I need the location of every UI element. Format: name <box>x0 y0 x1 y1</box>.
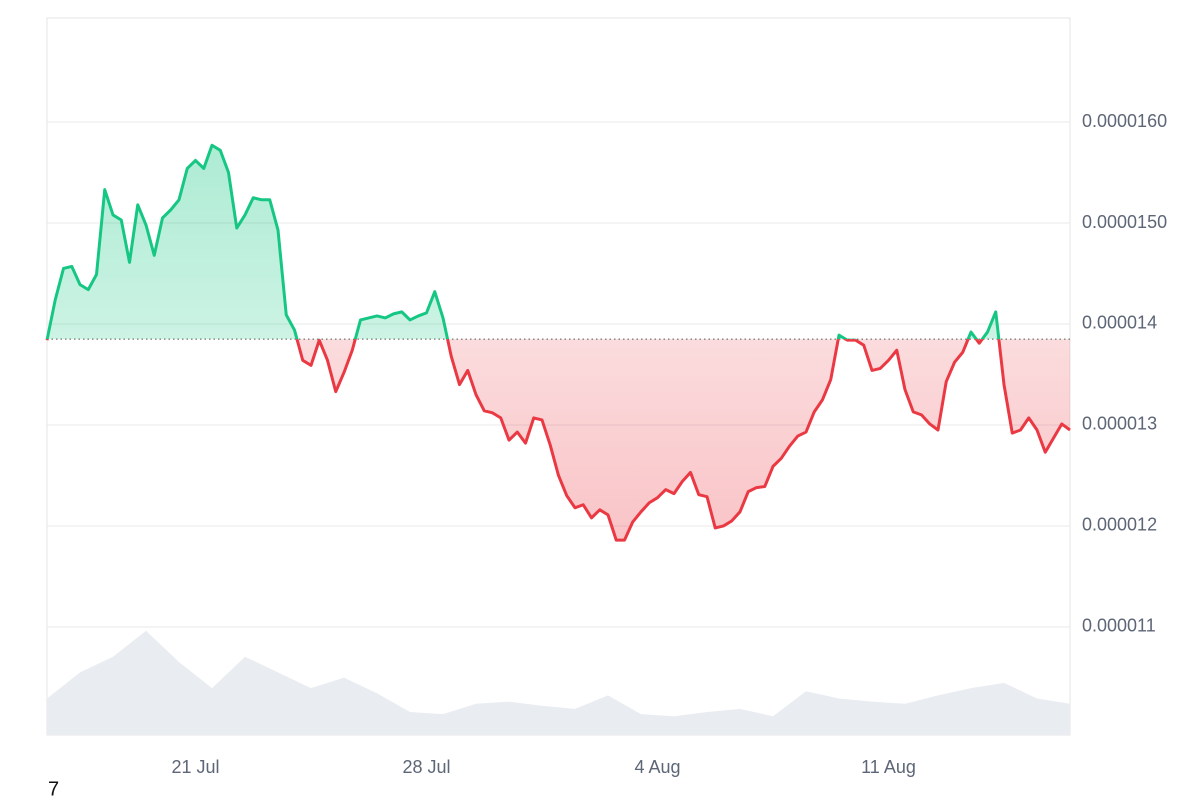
y-tick-label: 0.000013 <box>1082 414 1157 434</box>
y-tick-label: 0.0000150 <box>1082 212 1167 232</box>
price-line-down <box>45 339 1071 542</box>
footer-text: 7 <box>48 778 59 800</box>
y-tick-label: 0.000011 <box>1082 616 1156 636</box>
y-tick-label: 0.000014 <box>1082 313 1157 333</box>
x-tick-label: 21 Jul <box>171 757 219 777</box>
area-up <box>47 145 1070 340</box>
x-tick-label: 11 Aug <box>861 757 916 777</box>
x-tick-label: 28 Jul <box>402 757 450 777</box>
y-tick-label: 0.0000160 <box>1082 111 1167 131</box>
volume-area <box>47 630 1070 735</box>
x-tick-label: 4 Aug <box>634 757 680 777</box>
area-down <box>47 339 1070 541</box>
price-line-up <box>45 143 1001 340</box>
y-tick-label: 0.000012 <box>1082 515 1157 535</box>
